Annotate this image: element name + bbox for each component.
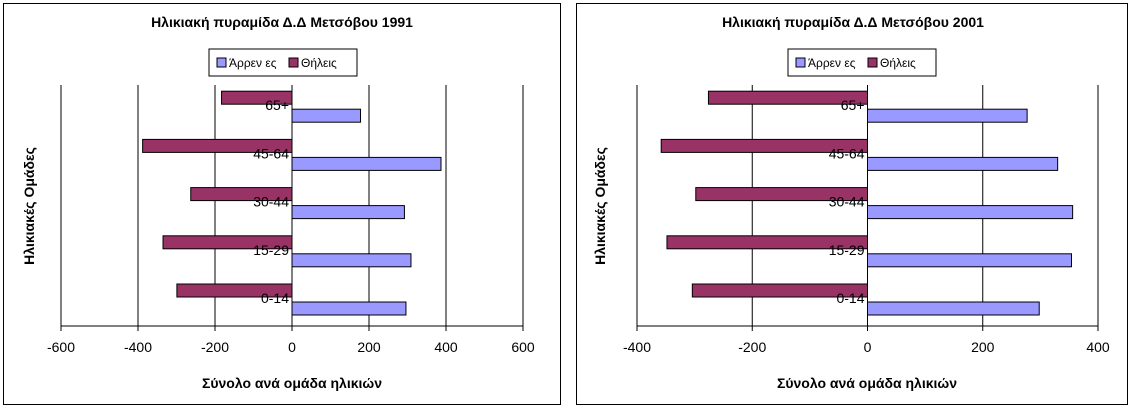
x-tick-label-6: 600 — [511, 339, 535, 355]
category-label-65+: 65+ — [265, 97, 289, 113]
x-tick-label-3: 200 — [971, 339, 995, 355]
category-label-45-64: 45-64 — [253, 145, 289, 161]
category-label-30-44: 30-44 — [829, 194, 865, 210]
category-label-30-44: 30-44 — [253, 194, 289, 210]
x-tick-label-4: 400 — [1086, 339, 1110, 355]
chart-title: Ηλικιακή πυραμίδα Δ.Δ Μετσόβου 2001 — [722, 14, 984, 30]
bar-male-15-29 — [867, 253, 1072, 268]
chart-panel-2001: Ηλικιακή πυραμίδα Δ.Δ Μετσόβου 2001 Άρρεν… — [576, 3, 1128, 405]
bar-male-30-44 — [867, 205, 1074, 220]
category-label-65+: 65+ — [841, 97, 865, 113]
x-tick-label-1: -200 — [738, 339, 766, 355]
bar-male-0-14 — [291, 301, 407, 316]
y-axis-title: Ηλικιακές Ομάδες — [21, 147, 37, 265]
category-label-0-14: 0-14 — [836, 290, 864, 306]
bar-male-45-64 — [291, 156, 442, 171]
legend-label-0: Άρρεν ες — [229, 56, 277, 70]
chart-panel-1991: Ηλικιακή πυραμίδα Δ.Δ Μετσόβου 1991 Άρρεν… — [3, 3, 561, 405]
legend: Άρρεν ες Θήλεις — [787, 48, 937, 77]
bar-male-65+ — [291, 108, 362, 123]
legend-box — [787, 48, 937, 77]
chart-title: Ηλικιακή πυραμίδα Δ.Δ Μετσόβου 1991 — [151, 14, 413, 30]
x-axis-title: Σύνολο ανά ομάδα ηλικιών — [777, 375, 957, 391]
chart-svg-2001: Ηλικιακή πυραμίδα Δ.Δ Μετσόβου 2001 Άρρεν… — [592, 14, 1110, 391]
category-label-0-14: 0-14 — [261, 290, 289, 306]
legend-swatch-1 — [288, 57, 299, 68]
bar-male-65+ — [867, 108, 1028, 123]
x-tick-label-0: -600 — [47, 339, 75, 355]
legend-box — [208, 48, 358, 77]
x-tick-label-5: 400 — [434, 339, 458, 355]
chart-svg-1991: Ηλικιακή πυραμίδα Δ.Δ Μετσόβου 1991 Άρρεν… — [21, 14, 535, 391]
x-tick-label-2: -200 — [201, 339, 229, 355]
legend-label-1: Θήλεις — [301, 56, 337, 70]
legend: Άρρεν ες Θήλεις — [208, 48, 358, 77]
legend-label-0: Άρρεν ες — [808, 56, 856, 70]
bar-male-30-44 — [291, 205, 405, 220]
x-tick-label-2: 0 — [864, 339, 872, 355]
bar-male-15-29 — [291, 253, 412, 268]
bar-male-0-14 — [867, 301, 1040, 316]
x-tick-label-1: -400 — [124, 339, 152, 355]
bar-male-45-64 — [867, 156, 1059, 171]
legend-swatch-0 — [795, 57, 806, 68]
y-axis-title: Ηλικιακές Ομάδες — [592, 147, 608, 265]
legend-swatch-0 — [216, 57, 227, 68]
x-tick-label-0: -400 — [623, 339, 651, 355]
category-label-15-29: 15-29 — [829, 242, 865, 258]
legend-swatch-1 — [867, 57, 878, 68]
category-label-15-29: 15-29 — [253, 242, 289, 258]
x-tick-label-3: 0 — [288, 339, 296, 355]
category-label-45-64: 45-64 — [829, 145, 865, 161]
x-axis-title: Σύνολο ανά ομάδα ηλικιών — [202, 375, 382, 391]
x-tick-label-4: 200 — [357, 339, 381, 355]
legend-label-1: Θήλεις — [880, 56, 916, 70]
